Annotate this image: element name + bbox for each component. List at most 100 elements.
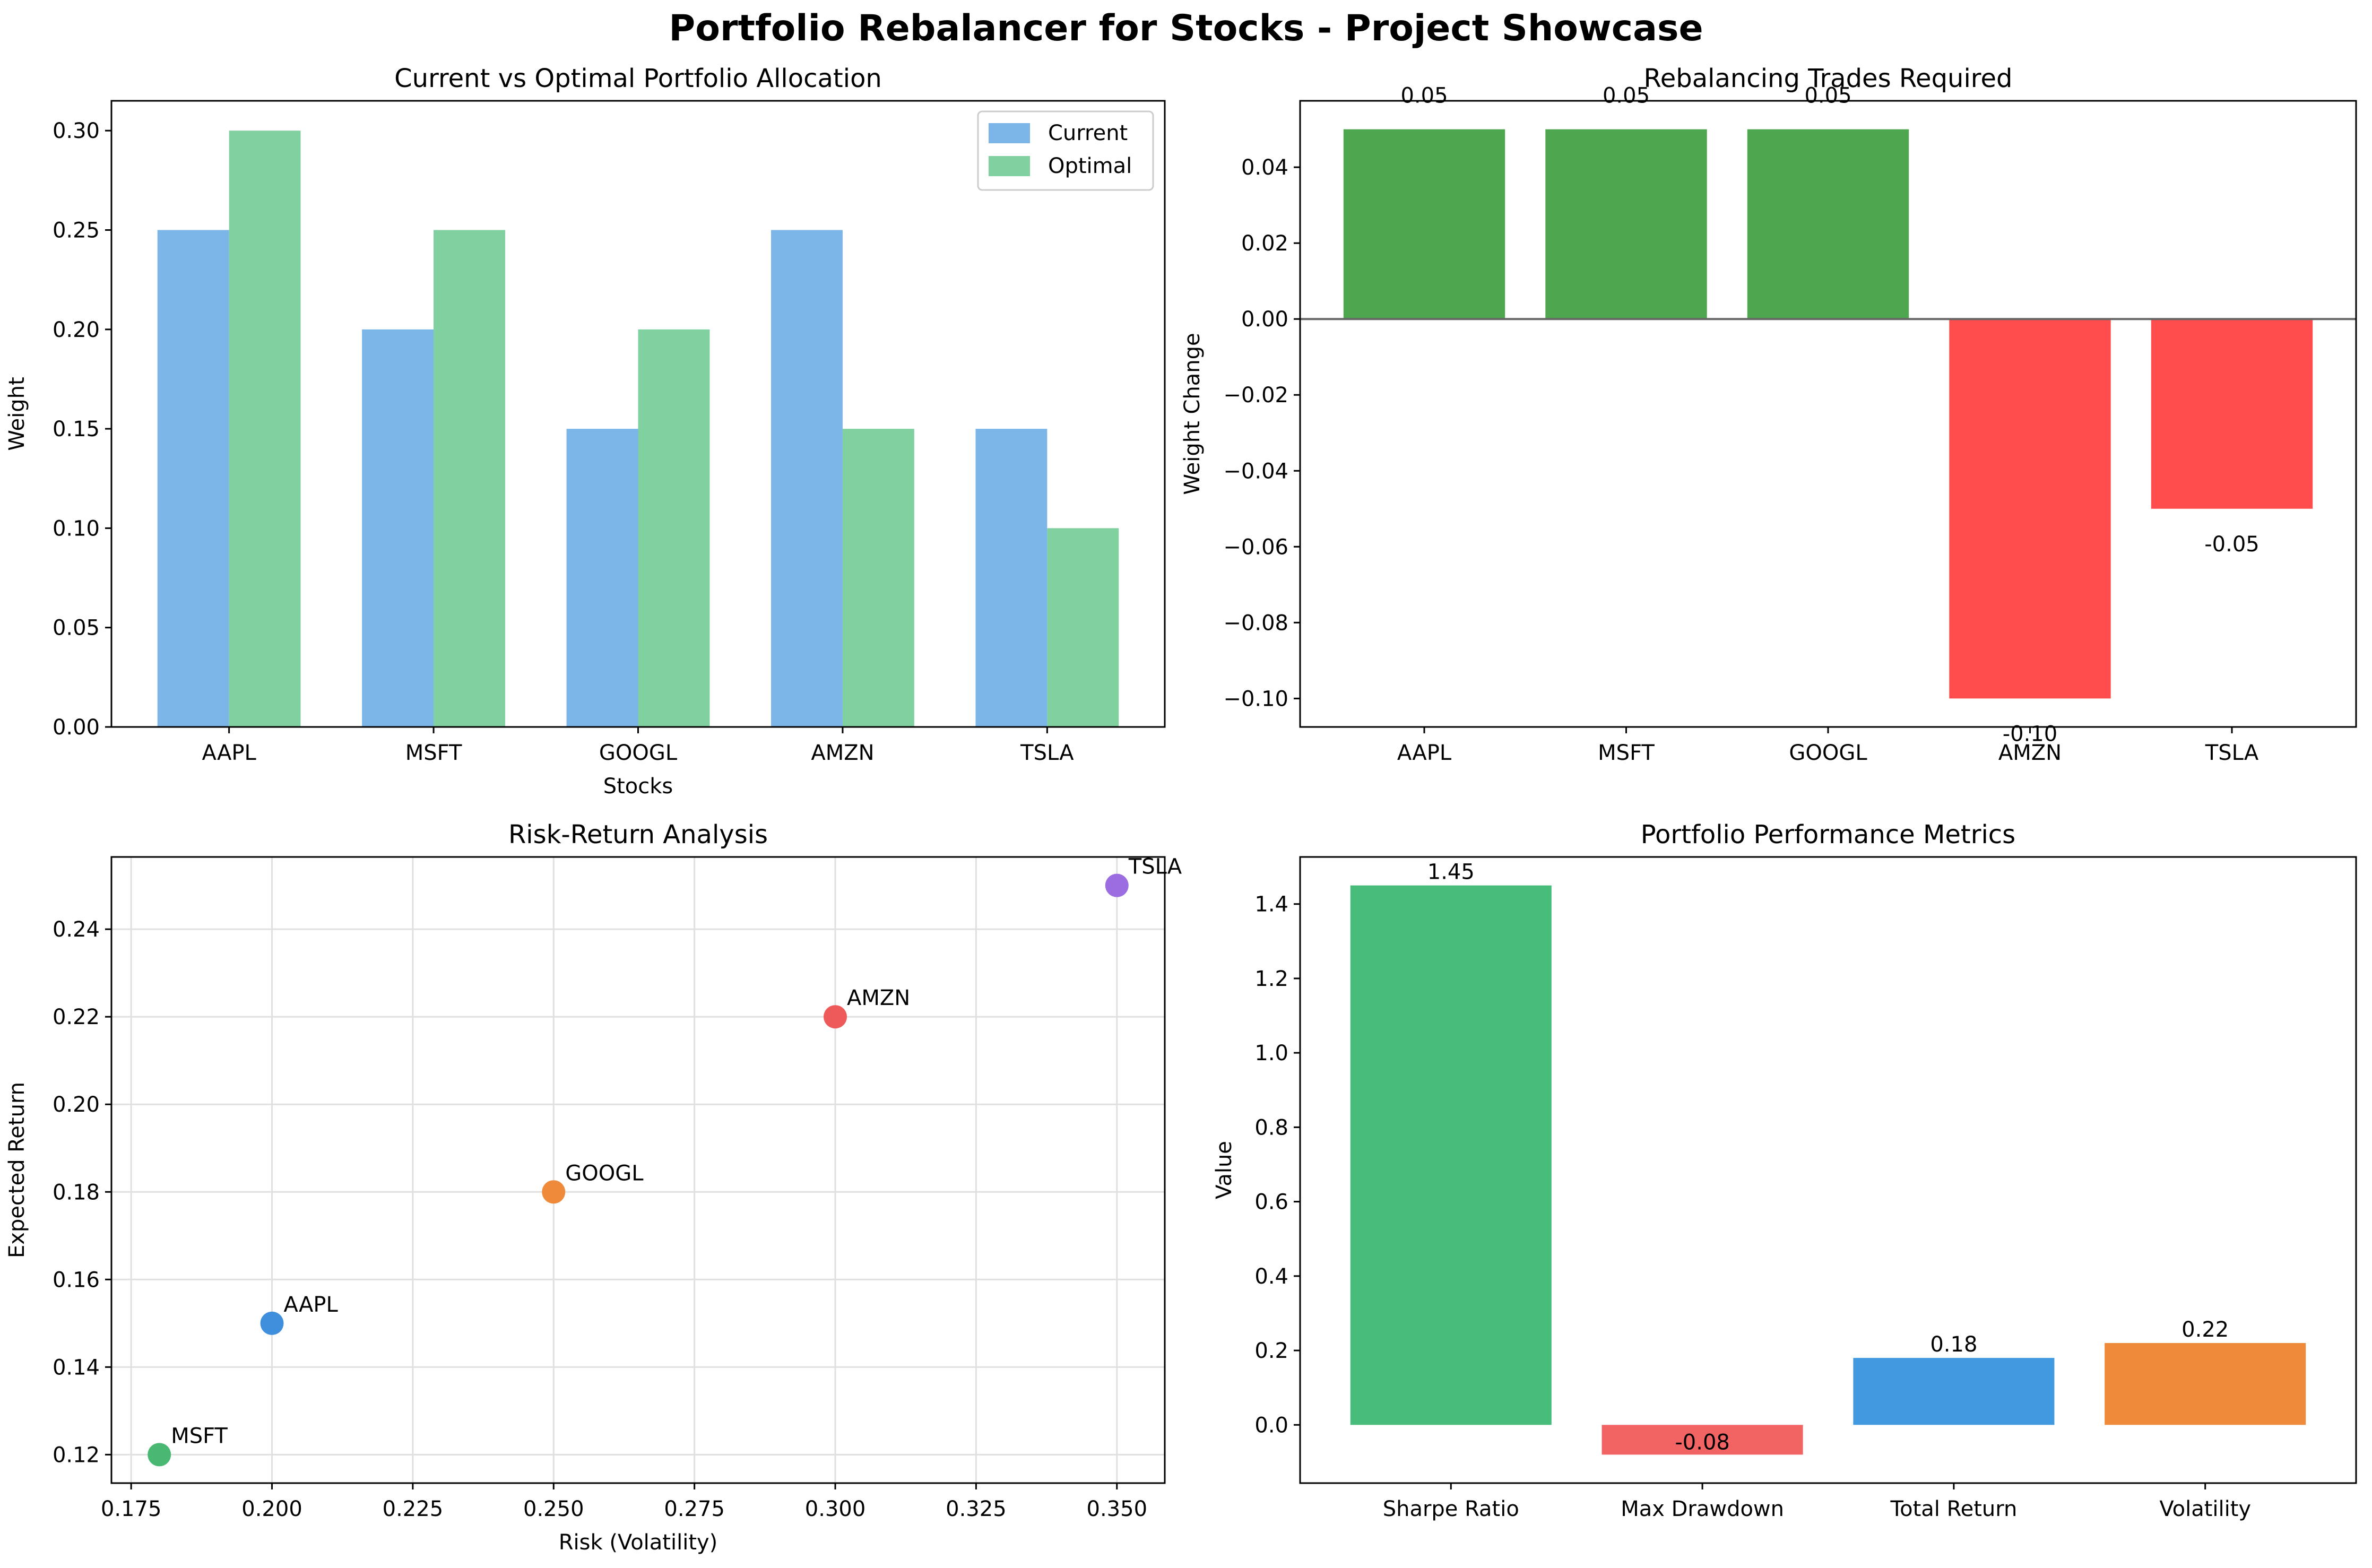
metrics-xtick-label: Max Drawdown [1621,1497,1784,1521]
allocation-bar-optimal-aapl [229,131,301,727]
trades-ytick-label: −0.08 [1223,611,1288,635]
risk-return-point-tsla [1105,873,1129,897]
risk-return-point-msft [148,1443,171,1467]
allocation-xtick-label: TSLA [1020,741,1074,765]
allocation-legend-swatch [989,156,1030,176]
allocation-bar-current-aapl [157,230,229,727]
metrics-ytick-label: 0.6 [1254,1190,1288,1215]
risk-return-ytick-label: 0.16 [53,1268,100,1292]
allocation-xtick-label: AAPL [202,741,257,765]
risk-return-point-label: AAPL [284,1293,339,1317]
metrics-data-label: -0.08 [1675,1430,1730,1454]
metrics-ytick-label: 1.4 [1254,893,1288,917]
allocation-xtick-label: GOOGL [599,741,678,765]
figure-title: Portfolio Rebalancer for Stocks - Projec… [669,7,1703,49]
allocation-legend-label: Optimal [1048,154,1132,178]
risk-return-ytick-label: 0.12 [53,1443,100,1467]
trades-bar-msft [1545,129,1707,319]
risk-return-xtick-label: 0.275 [664,1497,725,1521]
trades-ytick-label: −0.10 [1223,687,1288,711]
metrics-xtick-label: Total Return [1890,1497,2017,1521]
trades-ytick-label: −0.02 [1223,383,1288,408]
risk-return-ytick-label: 0.18 [53,1180,100,1205]
trades-xtick-label: AAPL [1397,741,1452,765]
allocation-ytick-label: 0.20 [53,318,100,342]
metrics-ytick-label: 0.8 [1254,1115,1288,1140]
allocation-bar-optimal-amzn [842,429,914,727]
metrics-bar-sharpe-ratio [1350,885,1552,1425]
trades-bar-amzn [1949,319,2111,699]
risk-return-point-aapl [260,1311,284,1335]
trades-ytick-label: −0.06 [1223,535,1288,559]
allocation-legend-label: Current [1048,121,1128,145]
allocation-frame [110,100,1166,728]
metrics-title: Portfolio Performance Metrics [1641,820,2015,850]
trades-data-label: -0.10 [2003,722,2058,746]
metrics-ytick-label: 1.0 [1254,1041,1288,1065]
trades-ytick-label: 0.00 [1241,307,1288,332]
metrics-frame [1299,856,2357,1484]
risk-return-ytick-label: 0.22 [53,1005,100,1029]
allocation-bar-current-amzn [771,230,843,727]
trades-title: Rebalancing Trades Required [1644,64,2013,93]
allocation-bar-optimal-googl [638,329,710,727]
allocation-xtick-label: AMZN [811,741,874,765]
risk-return-xtick-label: 0.225 [383,1497,444,1521]
allocation-bar-current-googl [566,429,638,727]
allocation-ytick-label: 0.30 [53,119,100,143]
metrics-ytick-label: 1.2 [1254,967,1288,991]
risk-return-ytick-label: 0.14 [53,1355,100,1380]
metrics-ylabel: Value [1212,1141,1236,1199]
risk-return-xtick-label: 0.250 [523,1497,584,1521]
risk-return-ylabel: Expected Return [5,1082,29,1258]
allocation-legend-swatch [989,123,1030,143]
trades-ylabel: Weight Change [1180,333,1205,495]
allocation-xtick-label: MSFT [405,741,462,765]
risk-return-xtick-label: 0.350 [1087,1497,1148,1521]
allocation-ytick-label: 0.25 [53,218,100,242]
trades-xtick-label: MSFT [1598,741,1655,765]
allocation-bar-optimal-tsla [1047,528,1119,727]
allocation-ytick-label: 0.15 [53,417,100,441]
risk-return-point-googl [542,1180,566,1204]
trades-bar-aapl [1343,129,1505,319]
allocation-bar-optimal-msft [434,230,505,727]
trades-ytick-label: 0.02 [1241,231,1288,256]
metrics-data-label: 1.45 [1427,860,1475,885]
risk-return-xtick-label: 0.200 [241,1497,302,1521]
metrics-xtick-label: Volatility [2159,1497,2251,1521]
metrics-ytick-label: 0.4 [1254,1264,1288,1289]
allocation-ytick-label: 0.05 [53,616,100,640]
risk-return-xtick-label: 0.325 [946,1497,1007,1521]
allocation-ylabel: Weight [5,377,29,451]
trades-data-label: 0.05 [1400,84,1448,108]
metrics-bar-max-drawdown [1601,1425,1803,1455]
allocation-xlabel: Stocks [603,774,673,799]
risk-return-xlabel: Risk (Volatility) [559,1530,718,1555]
trades-ytick-label: −0.04 [1223,459,1288,483]
risk-return-ytick-label: 0.24 [53,917,100,942]
risk-return-xtick-label: 0.175 [101,1497,162,1521]
trades-bar-googl [1747,129,1909,319]
metrics-data-label: 0.18 [1930,1332,1977,1357]
metrics-bar-total-return [1853,1358,2055,1425]
metrics-bar-volatility [2105,1343,2306,1425]
trades-ytick-label: 0.04 [1241,155,1288,180]
risk-return-title: Risk-Return Analysis [508,820,768,850]
trades-bar-tsla [2151,319,2313,509]
allocation-ytick-label: 0.00 [53,715,100,740]
risk-return-point-label: TSLA [1128,855,1182,879]
trades-data-label: 0.05 [1804,84,1851,108]
risk-return-point-label: GOOGL [565,1161,644,1185]
risk-return-point-label: MSFT [171,1424,228,1448]
metrics-data-label: 0.22 [2181,1318,2229,1342]
risk-return-ytick-label: 0.20 [53,1093,100,1117]
risk-return-xtick-label: 0.300 [805,1497,866,1521]
allocation-title: Current vs Optimal Portfolio Allocation [394,64,882,93]
allocation-bar-current-tsla [975,429,1048,727]
trades-frame [1299,100,2357,728]
metrics-ytick-label: 0.0 [1254,1413,1288,1437]
trades-data-label: -0.05 [2204,532,2260,557]
